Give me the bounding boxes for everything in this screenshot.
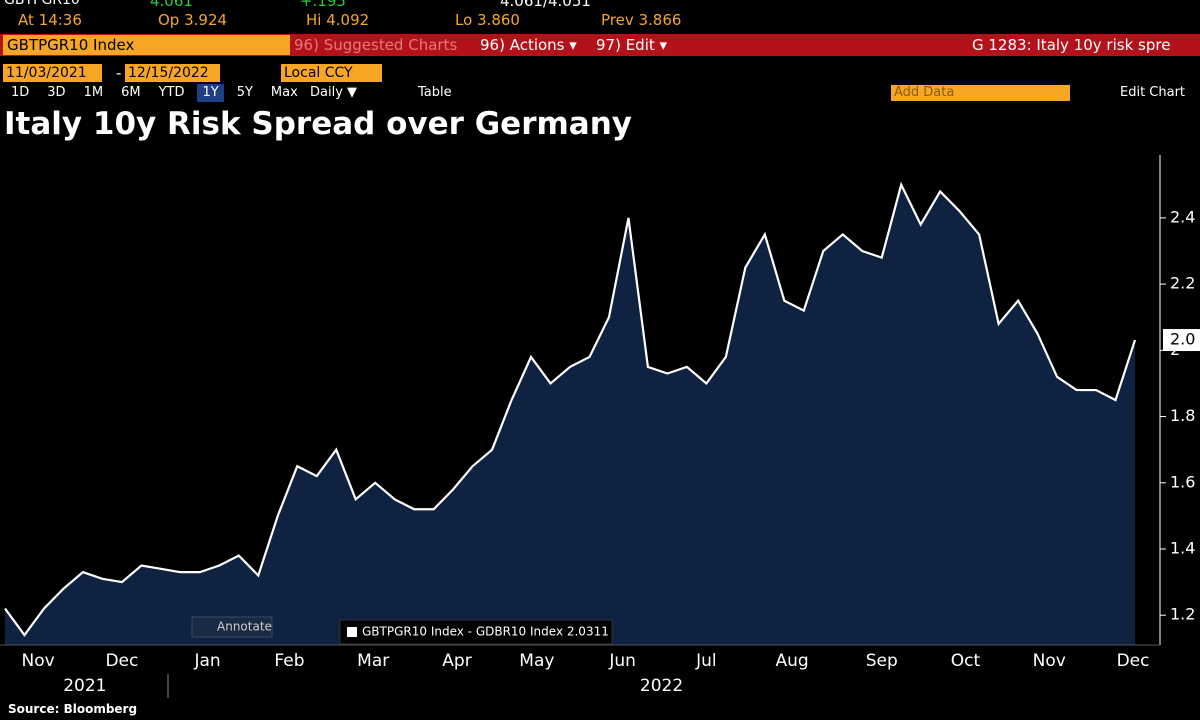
period-button[interactable]: Max [270,85,298,100]
periods: 1D 3D 1M 6M YTD 1Y 5Y Max [6,84,311,102]
menu-bar [0,34,1200,56]
x-tick-label: May [519,651,554,671]
period-button[interactable]: 5Y [236,85,253,100]
prev: Prev 3.866 [601,11,682,29]
chart-title: Italy 10y Risk Spread over Germany [4,106,632,142]
y-tick-label: 1.4 [1170,538,1195,557]
last: 4.061 [150,0,193,10]
open: Op 3.924 [158,11,228,29]
frequency[interactable]: Daily ▼ [310,85,358,100]
y-tick-label: 1.6 [1170,472,1195,491]
x-tick-label: Nov [22,651,55,671]
source: Source: Bloomberg [8,702,138,716]
last-value-label: 2.0 [1170,330,1195,349]
security[interactable]: GBTPGR10 Index [3,35,290,55]
period-button[interactable]: 1M [83,85,104,100]
x-tick-label: Apr [442,651,471,671]
bid-ask: 4.061/4.051 [500,0,591,10]
annotate-label: Annotate [217,620,272,634]
x-tick-label: Nov [1033,651,1066,671]
x-tick-label: Dec [1117,651,1150,671]
x-tick-label: Aug [776,651,809,671]
high: Hi 4.092 [306,11,370,29]
x-tick-label: Dec [105,651,138,671]
x-tick-label: Oct [951,651,981,671]
period-button[interactable]: 6M [121,85,141,100]
period-button[interactable]: YTD [158,85,185,100]
ticker: GBTPGR10 [4,0,80,8]
chart-name: G 1283: Italy 10y risk spre [972,36,1171,54]
legend-box [339,619,613,645]
period-button[interactable]: 1D [11,85,30,100]
date-dash: - [116,64,122,82]
last-value-box [1163,329,1200,352]
line [4,181,1137,637]
add-data[interactable]: Add Data [891,85,1070,101]
x-tick-label: Jun [608,651,636,671]
period-button[interactable]: 3D [47,85,66,100]
actions[interactable]: 96) Actions ▾ [480,36,577,54]
x-tick-label: Mar [357,651,389,671]
start-date[interactable]: 11/03/2021 [3,64,102,82]
legend-swatch [347,627,357,637]
end-date[interactable]: 12/15/2022 [125,64,220,82]
y-tick-label: 2.4 [1170,207,1195,226]
y-tick-label: 2.2 [1170,274,1195,293]
x-tick-label: Jan [194,651,221,671]
table[interactable]: Table [418,85,452,100]
y-tick-label: 1.8 [1170,406,1195,425]
edit[interactable]: 97) Edit ▾ [596,36,668,54]
time: At 14:36 [18,11,82,29]
legend-label: GBTPGR10 Index - GDBR10 Index 2.0311 [362,625,609,639]
period-button[interactable]: 1Y [197,84,224,102]
low: Lo 3.860 [455,11,520,29]
x-tick-label: Sep [866,651,898,671]
y-tick-label: 1.2 [1170,605,1195,624]
annotate-button[interactable] [191,616,273,638]
suggested-charts[interactable]: 96) Suggested Charts [294,36,458,54]
currency[interactable]: Local CCY [281,64,382,82]
year-label: 2022 [640,676,683,696]
edit-chart[interactable]: Edit Chart [1120,85,1186,100]
area [5,184,1135,645]
change: +.195 [300,0,346,10]
year-label: 2021 [63,676,106,696]
x-tick-label: Feb [274,651,304,671]
x-tick-label: Jul [695,651,717,671]
